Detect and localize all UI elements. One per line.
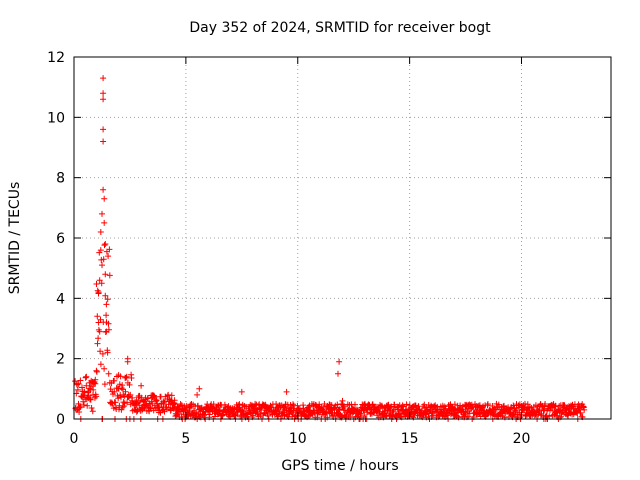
- y-tick-label: 4: [56, 291, 65, 307]
- x-tick-label: 10: [289, 431, 307, 447]
- x-tick-label: 0: [70, 431, 79, 447]
- srmtid-plus-markers: [72, 75, 588, 422]
- y-tick-label: 0: [56, 412, 65, 428]
- x-tick-label: 20: [513, 431, 531, 447]
- chart-title: Day 352 of 2024, SRMTID for receiver bog…: [189, 20, 491, 36]
- y-tick-label: 8: [56, 171, 65, 187]
- x-axis-label: GPS time / hours: [281, 458, 398, 474]
- axis-ticks: [73, 56, 611, 420]
- y-tick-labels: 0 2 4 6 8 10 12: [47, 50, 65, 428]
- x-tick-label: 5: [181, 431, 190, 447]
- y-tick-label: 10: [47, 110, 65, 126]
- y-axis-label: SRMTID / TECUs: [7, 182, 23, 295]
- y-tick-label: 12: [47, 50, 65, 66]
- data-points: [72, 75, 588, 422]
- y-tick-label: 2: [56, 352, 65, 368]
- x-tick-label: 15: [401, 431, 419, 447]
- x-tick-labels: 0 5 10 15 20: [70, 431, 531, 447]
- y-tick-label: 6: [56, 231, 65, 247]
- grid-lines: [74, 57, 611, 419]
